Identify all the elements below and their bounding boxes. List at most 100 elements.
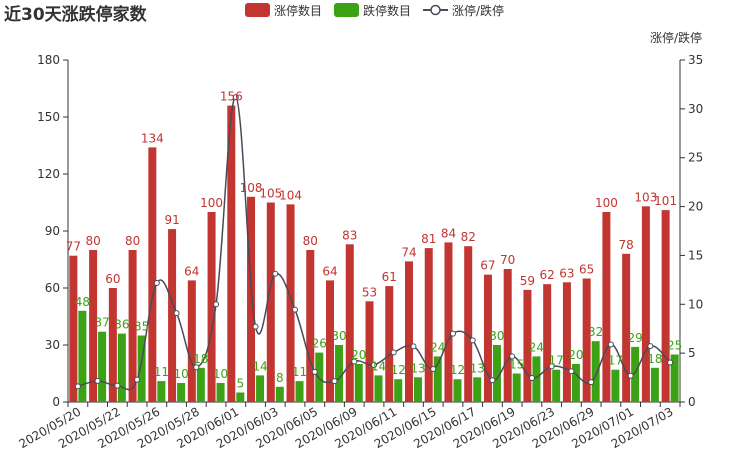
bar-up[interactable] <box>326 280 335 402</box>
bar-down[interactable] <box>552 369 561 402</box>
bar-up[interactable] <box>622 253 631 402</box>
bar-down[interactable] <box>394 379 403 402</box>
ratio-point[interactable] <box>647 343 654 350</box>
bar-down[interactable] <box>571 364 580 402</box>
bar-up[interactable] <box>108 288 117 402</box>
bar-down[interactable] <box>196 367 205 402</box>
ratio-point[interactable] <box>449 330 456 337</box>
bar-down[interactable] <box>670 354 679 403</box>
bar-down[interactable] <box>374 375 383 402</box>
bar-up[interactable] <box>602 212 611 402</box>
bar-down[interactable] <box>98 331 107 402</box>
left-tick-label: 90 <box>45 224 60 238</box>
bar-down[interactable] <box>433 356 442 402</box>
bar-up[interactable] <box>641 206 650 402</box>
ratio-point[interactable] <box>114 382 121 389</box>
ratio-point[interactable] <box>667 359 674 366</box>
bar-down[interactable] <box>295 381 304 402</box>
bar-up[interactable] <box>385 286 394 402</box>
bar-up[interactable] <box>464 246 473 402</box>
bar-down[interactable] <box>78 310 87 402</box>
bar-up[interactable] <box>582 278 591 403</box>
bar-up[interactable] <box>227 105 236 402</box>
bar-up[interactable] <box>424 248 433 402</box>
bar-down[interactable] <box>117 333 126 402</box>
bar-down[interactable] <box>473 377 482 402</box>
bar-up[interactable] <box>543 284 552 402</box>
bar-down[interactable] <box>532 356 541 402</box>
legend-item-ratio[interactable]: 涨停/跌停 <box>423 3 504 18</box>
ratio-point[interactable] <box>134 376 141 383</box>
bar-up[interactable] <box>365 301 374 402</box>
ratio-point[interactable] <box>528 374 535 381</box>
bar-up[interactable] <box>562 282 571 402</box>
ratio-point[interactable] <box>371 361 377 368</box>
bar-down[interactable] <box>453 379 462 402</box>
bar-down[interactable] <box>413 377 422 402</box>
bar-down[interactable] <box>492 345 501 402</box>
bar-down[interactable] <box>631 346 640 402</box>
bar-up[interactable] <box>187 280 196 402</box>
bar-down[interactable] <box>137 335 146 403</box>
bar-up[interactable] <box>168 229 177 402</box>
ratio-point[interactable] <box>509 353 516 360</box>
bar-up[interactable] <box>128 250 137 402</box>
ratio-point[interactable] <box>390 349 397 356</box>
bar-down[interactable] <box>512 373 521 403</box>
bar-down[interactable] <box>611 369 620 402</box>
ratio-point[interactable] <box>489 377 496 384</box>
bar-down[interactable] <box>335 345 344 402</box>
ratio-point[interactable] <box>410 343 417 350</box>
ratio-point[interactable] <box>272 270 279 277</box>
bar-up[interactable] <box>286 204 295 402</box>
legend-item-down[interactable]: 跌停数目 <box>334 3 411 18</box>
ratio-point[interactable] <box>469 337 476 344</box>
ratio-point[interactable] <box>153 279 160 286</box>
bar-up[interactable] <box>89 250 98 402</box>
bar-down[interactable] <box>216 383 225 402</box>
ratio-point[interactable] <box>351 358 358 365</box>
ratio-point[interactable] <box>173 310 180 317</box>
bar-down[interactable] <box>275 386 284 402</box>
bar-up[interactable] <box>444 242 453 402</box>
legend-item-up[interactable]: 涨停数目 <box>245 3 322 18</box>
bar-up[interactable] <box>306 250 315 402</box>
bar-up[interactable] <box>404 261 413 402</box>
ratio-point[interactable] <box>627 372 634 379</box>
right-tick-label: 30 <box>688 102 703 116</box>
bar-up-label: 80 <box>125 234 140 248</box>
bar-down[interactable] <box>177 383 186 402</box>
bar-up[interactable] <box>345 244 354 402</box>
bar-down[interactable] <box>591 341 600 402</box>
bar-up[interactable] <box>523 289 532 402</box>
bar-up[interactable] <box>148 147 157 402</box>
ratio-point[interactable] <box>331 378 338 385</box>
bar-up[interactable] <box>661 210 670 402</box>
ratio-point[interactable] <box>252 323 259 330</box>
ratio-point[interactable] <box>311 368 318 375</box>
ratio-point[interactable] <box>74 383 81 390</box>
bar-down[interactable] <box>236 392 245 403</box>
bar-down[interactable] <box>354 364 363 402</box>
ratio-point[interactable] <box>94 377 101 384</box>
bar-up[interactable] <box>247 196 256 402</box>
bar-down[interactable] <box>157 381 166 402</box>
bar-up[interactable] <box>69 255 78 402</box>
ratio-point[interactable] <box>292 306 299 313</box>
bar-up[interactable] <box>207 212 216 402</box>
bar-up[interactable] <box>483 274 492 402</box>
bar-up[interactable] <box>503 269 512 402</box>
bar-down[interactable] <box>650 367 659 402</box>
bar-down[interactable] <box>256 375 265 402</box>
ratio-point[interactable] <box>213 301 220 308</box>
ratio-point[interactable] <box>430 365 437 372</box>
ratio-point[interactable] <box>607 341 614 348</box>
ratio-point[interactable] <box>232 94 239 101</box>
ratio-point[interactable] <box>568 368 575 375</box>
bar-up-label: 74 <box>401 245 416 259</box>
ratio-point[interactable] <box>548 363 555 370</box>
bar-up[interactable] <box>266 202 275 403</box>
bar-down-label: 35 <box>134 320 149 334</box>
ratio-point[interactable] <box>588 379 595 386</box>
ratio-point[interactable] <box>193 364 200 371</box>
